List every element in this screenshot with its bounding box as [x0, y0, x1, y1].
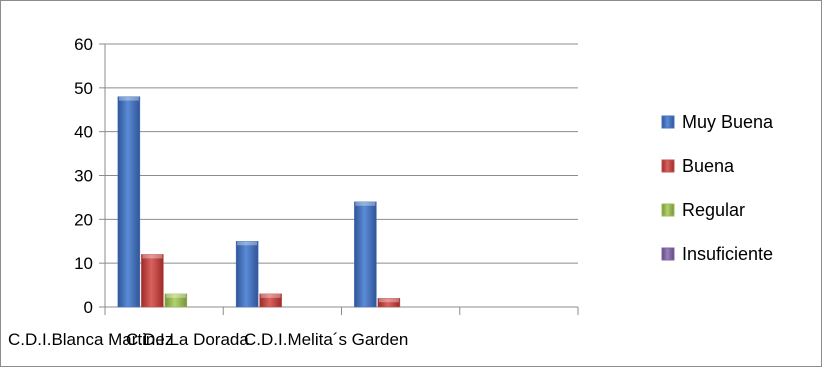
- legend-label: Buena: [682, 156, 735, 176]
- legend-label: Regular: [682, 200, 745, 220]
- bar-highlight: [378, 298, 399, 303]
- legend-swatch: [661, 115, 675, 129]
- y-tick-label: 50: [74, 79, 93, 98]
- bar-regular: [164, 293, 188, 308]
- bars-group: [117, 96, 401, 308]
- bar-buena: [141, 254, 164, 308]
- category-label: C.D.I.Blanca Martinez: [8, 330, 173, 349]
- category-label: C.D.I.Melita´s Garden: [244, 330, 408, 349]
- bar-buena: [259, 293, 282, 308]
- bar-highlight: [142, 254, 163, 259]
- y-tick-label: 40: [74, 123, 93, 142]
- legend-swatch: [661, 159, 675, 173]
- y-tick-label: 20: [74, 210, 93, 229]
- axes: [99, 43, 579, 315]
- bar-muy-buena: [354, 201, 377, 308]
- bar-highlight: [237, 241, 258, 246]
- y-tick-label: 30: [74, 167, 93, 186]
- legend-label: Muy Buena: [682, 112, 774, 132]
- bar-muy-buena: [117, 96, 141, 308]
- y-tick-label: 0: [84, 298, 93, 317]
- bar-highlight: [118, 96, 139, 101]
- bar-muy-buena: [235, 241, 259, 308]
- y-tick-label: 10: [74, 254, 93, 273]
- bar-buena: [377, 297, 401, 308]
- gridlines: [105, 43, 578, 264]
- legend-label: Insuficiente: [682, 244, 773, 264]
- legend: Muy Buena Buena Regular Insuficiente: [661, 112, 774, 264]
- legend-swatch: [661, 203, 675, 217]
- y-tick-label: 60: [74, 35, 93, 54]
- bar-highlight: [165, 293, 186, 298]
- legend-swatch: [661, 247, 675, 261]
- bar-highlight: [260, 293, 281, 298]
- category-label: C.D.I.La Dorada: [126, 330, 249, 349]
- bar-highlight: [355, 201, 376, 206]
- y-tick-labels: 0 10 20 30 40 50 60: [74, 35, 93, 317]
